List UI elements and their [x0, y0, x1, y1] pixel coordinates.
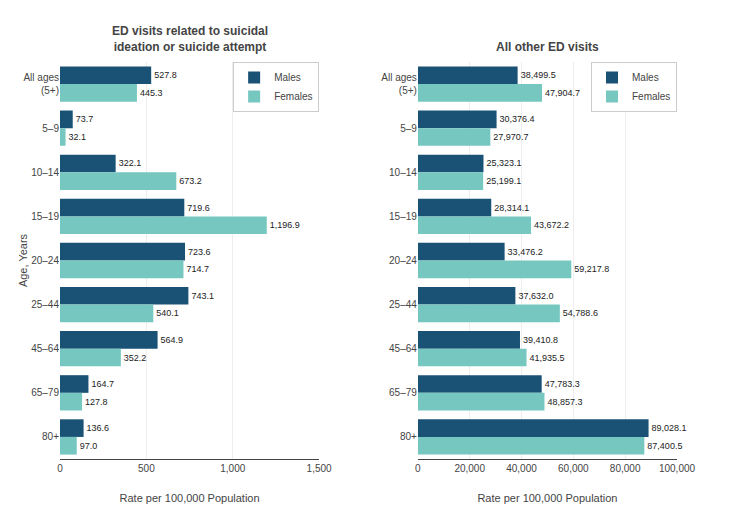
svg-text:540.1: 540.1	[156, 308, 179, 318]
svg-text:47,904.7: 47,904.7	[545, 88, 580, 98]
svg-text:100,000: 100,000	[659, 463, 696, 474]
svg-text:41,935.5: 41,935.5	[530, 353, 565, 363]
svg-text:37,632.0: 37,632.0	[518, 291, 553, 301]
svg-text:All other ED visits: All other ED visits	[496, 40, 599, 54]
svg-text:743.1: 743.1	[191, 291, 214, 301]
svg-text:65–79: 65–79	[389, 387, 417, 398]
svg-text:30,376.4: 30,376.4	[500, 114, 535, 124]
svg-text:500: 500	[138, 463, 155, 474]
svg-text:127.8: 127.8	[85, 397, 108, 407]
svg-text:80,000: 80,000	[610, 463, 641, 474]
svg-text:38,499.5: 38,499.5	[521, 70, 556, 80]
svg-text:25–44: 25–44	[31, 299, 59, 310]
svg-text:59,217.8: 59,217.8	[574, 264, 609, 274]
svg-text:322.1: 322.1	[119, 158, 142, 168]
svg-text:1,196.9: 1,196.9	[270, 220, 300, 230]
svg-text:1,000: 1,000	[220, 463, 245, 474]
svg-text:54,788.6: 54,788.6	[563, 308, 598, 318]
svg-text:89,028.1: 89,028.1	[652, 423, 687, 433]
svg-text:Females: Females	[274, 91, 312, 102]
svg-text:28,314.1: 28,314.1	[494, 203, 529, 213]
svg-text:20–24: 20–24	[31, 255, 59, 266]
svg-text:65–79: 65–79	[31, 387, 59, 398]
svg-text:15–19: 15–19	[31, 211, 59, 222]
svg-text:25–44: 25–44	[389, 299, 417, 310]
svg-text:5–9: 5–9	[42, 123, 59, 134]
svg-text:719.6: 719.6	[187, 203, 210, 213]
svg-text:39,410.8: 39,410.8	[523, 335, 558, 345]
svg-text:Males: Males	[274, 72, 301, 83]
svg-text:164.7: 164.7	[91, 379, 114, 389]
svg-text:15–19: 15–19	[389, 211, 417, 222]
svg-text:Females: Females	[632, 91, 670, 102]
svg-text:673.2: 673.2	[179, 176, 202, 186]
svg-text:25,323.1: 25,323.1	[486, 158, 521, 168]
svg-text:32.1: 32.1	[69, 132, 87, 142]
svg-text:5–9: 5–9	[400, 123, 417, 134]
svg-text:0: 0	[57, 463, 63, 474]
svg-text:97.0: 97.0	[80, 441, 98, 451]
svg-text:80+: 80+	[42, 431, 59, 442]
svg-text:Rate per 100,000 Population: Rate per 100,000 Population	[120, 492, 260, 504]
svg-text:87,400.5: 87,400.5	[647, 441, 682, 451]
svg-text:564.9: 564.9	[161, 335, 184, 345]
svg-text:45–64: 45–64	[31, 343, 59, 354]
svg-text:All ages(5+): All ages(5+)	[23, 72, 59, 96]
svg-text:20,000: 20,000	[454, 463, 485, 474]
svg-text:723.6: 723.6	[188, 247, 211, 257]
svg-text:714.7: 714.7	[186, 264, 209, 274]
svg-text:527.8: 527.8	[154, 70, 177, 80]
svg-text:45–64: 45–64	[389, 343, 417, 354]
svg-text:352.2: 352.2	[124, 353, 147, 363]
svg-text:40,000: 40,000	[506, 463, 537, 474]
svg-text:All ages(5+): All ages(5+)	[381, 72, 417, 96]
svg-text:136.6: 136.6	[87, 423, 110, 433]
svg-text:Age, Years: Age, Years	[17, 233, 29, 287]
svg-text:73.7: 73.7	[76, 114, 94, 124]
svg-text:445.3: 445.3	[140, 88, 163, 98]
svg-text:27,970.7: 27,970.7	[493, 132, 528, 142]
svg-text:47,783.3: 47,783.3	[545, 379, 580, 389]
svg-text:1,500: 1,500	[307, 463, 332, 474]
svg-text:33,476.2: 33,476.2	[508, 247, 543, 257]
svg-text:20–24: 20–24	[389, 255, 417, 266]
svg-text:25,199.1: 25,199.1	[486, 176, 521, 186]
svg-text:Males: Males	[632, 72, 659, 83]
svg-text:10–14: 10–14	[31, 167, 59, 178]
svg-text:10–14: 10–14	[389, 167, 417, 178]
svg-text:80+: 80+	[400, 431, 417, 442]
svg-text:Rate per 100,000 Population: Rate per 100,000 Population	[477, 492, 617, 504]
svg-text:ED visits related to suicidali: ED visits related to suicidalideation or…	[112, 24, 268, 54]
svg-text:60,000: 60,000	[558, 463, 589, 474]
svg-text:48,857.3: 48,857.3	[547, 397, 582, 407]
svg-text:0: 0	[415, 463, 421, 474]
svg-text:43,672.2: 43,672.2	[534, 220, 569, 230]
